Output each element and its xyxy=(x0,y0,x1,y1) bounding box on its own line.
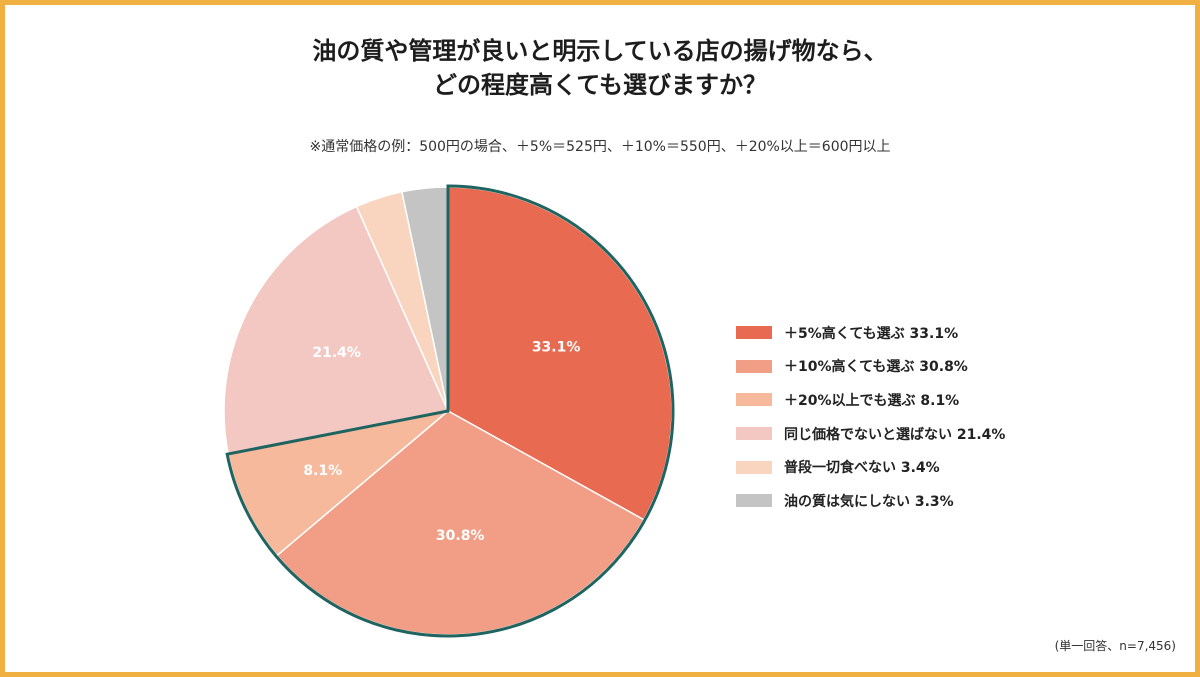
chart-subtitle: ※通常価格の例：500円の場合、＋5%＝525円、＋10%＝550円、＋20%以… xyxy=(309,139,891,155)
slice-data-label: 8.1% xyxy=(303,463,342,479)
chart-title-line-1: 油の質や管理が良いと明示している店の揚げ物なら、 xyxy=(312,37,888,65)
chart-title: 油の質や管理が良いと明示している店の揚げ物なら、 どの程度高くても選びますか？ xyxy=(0,34,1200,102)
slice-data-label: 21.4% xyxy=(312,345,361,361)
pie-slice xyxy=(223,205,450,455)
legend-swatch xyxy=(736,494,772,508)
chart-title-line-2: どの程度高くても選びますか？ xyxy=(432,71,768,99)
legend-swatch xyxy=(736,393,772,407)
legend-swatch xyxy=(736,460,772,474)
slice-data-label: 30.8% xyxy=(436,528,485,544)
legend-swatch xyxy=(736,326,772,340)
legend-item: 同じ価格でないと選ばない 21.4% xyxy=(736,417,1005,451)
legend-label: 同じ価格でないと選ばない 21.4% xyxy=(784,426,1006,443)
legend-item: 油の質は気にしない 3.3% xyxy=(736,484,1005,518)
legend-label: 油の質は気にしない 3.3% xyxy=(784,493,954,510)
sample-note: (単一回答、n=7,456) xyxy=(1054,639,1176,653)
legend-item: ＋10%高くても選ぶ 30.8% xyxy=(736,350,1005,384)
legend-label: ＋10%高くても選ぶ 30.8% xyxy=(784,359,968,376)
legend-label: ＋20%以上でも選ぶ 8.1% xyxy=(784,392,960,409)
legend-item: ＋20%以上でも選ぶ 8.1% xyxy=(736,383,1005,417)
legend-swatch xyxy=(736,359,772,373)
legend-item: 普段一切食べない 3.4% xyxy=(736,450,1005,484)
highlight-outline xyxy=(225,184,675,638)
legend-label: ＋5%高くても選ぶ 33.1% xyxy=(784,325,959,342)
chart-legend: ＋5%高くても選ぶ 33.1% ＋10%高くても選ぶ 30.8% ＋20%以上でも選… xyxy=(736,316,1005,518)
legend-swatch xyxy=(736,427,772,441)
slice-data-label: 33.1% xyxy=(532,339,581,355)
legend-item: ＋5%高くても選ぶ 33.1% xyxy=(736,316,1005,350)
legend-label: 普段一切食べない 3.4% xyxy=(784,460,940,477)
